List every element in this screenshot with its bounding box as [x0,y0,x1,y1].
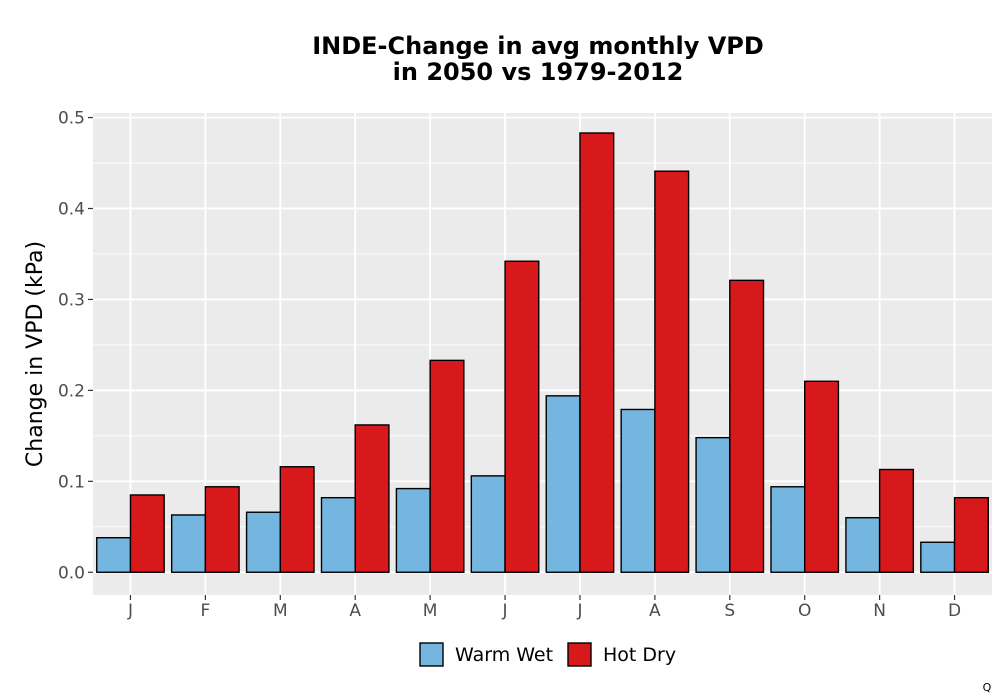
y-tick-label: 0.0 [58,563,85,583]
bar-warm-wet [695,436,731,573]
x-tick-label: A [349,601,361,621]
bar-hot-dry [279,466,315,573]
y-tick-label: 0.2 [58,381,85,401]
chart-title-line-2: in 2050 vs 1979-2012 [393,58,684,86]
plot-panel [93,113,992,595]
legend: Warm Wet Hot Dry [419,642,676,667]
bar-warm-wet [96,537,132,573]
corner-mark: Q [983,681,992,694]
bar-hot-dry [129,494,165,573]
y-axis-label: Change in VPD (kPa) [23,241,48,467]
x-tick-label: M [423,601,438,621]
y-tick-label: 0.5 [58,109,85,129]
x-tick-label: D [948,601,961,621]
y-axis: 0.0 0.1 0.2 0.3 0.4 0.5 [58,109,93,583]
bar-warm-wet [545,395,581,573]
y-tick-label: 0.3 [58,290,85,310]
bar-hot-dry [878,468,915,573]
bar-hot-dry [429,359,465,573]
legend-key-warm-wet [419,642,444,667]
chart-title-line-1: INDE-Change in avg monthly VPD [312,32,764,60]
bar-warm-wet [770,486,806,573]
bar-warm-wet [920,541,956,573]
bar-hot-dry [579,132,615,573]
legend-label-warm-wet: Warm Wet [455,644,553,666]
x-tick-label: F [200,601,210,621]
bars [96,132,989,573]
x-tick-label: M [273,601,288,621]
bar-warm-wet [245,511,281,573]
bar-warm-wet [470,475,506,573]
y-tick-label: 0.4 [58,199,85,219]
bar-hot-dry [654,170,690,573]
x-tick-label: J [576,601,582,621]
bar-warm-wet [620,408,656,573]
bar-hot-dry [953,496,989,573]
legend-label-hot-dry: Hot Dry [603,644,676,666]
x-tick-label: S [724,601,735,621]
x-tick-label: N [873,601,886,621]
chart-title: INDE-Change in avg monthly VPD in 2050 v… [312,32,764,86]
bar-warm-wet [170,514,207,573]
x-tick-label: A [649,601,661,621]
bar-warm-wet [845,516,881,573]
bar-hot-dry [354,424,390,573]
y-tick-label: 0.1 [58,472,85,492]
bar-hot-dry [804,380,840,573]
x-tick-label: J [502,601,508,621]
x-tick-label: J [127,601,133,621]
legend-key-hot-dry [567,642,592,667]
bar-warm-wet [395,487,431,573]
bar-hot-dry [729,279,765,573]
bar-hot-dry [504,260,540,573]
bar-hot-dry [204,486,240,573]
x-tick-label: O [798,601,811,621]
bar-warm-wet [320,496,356,573]
